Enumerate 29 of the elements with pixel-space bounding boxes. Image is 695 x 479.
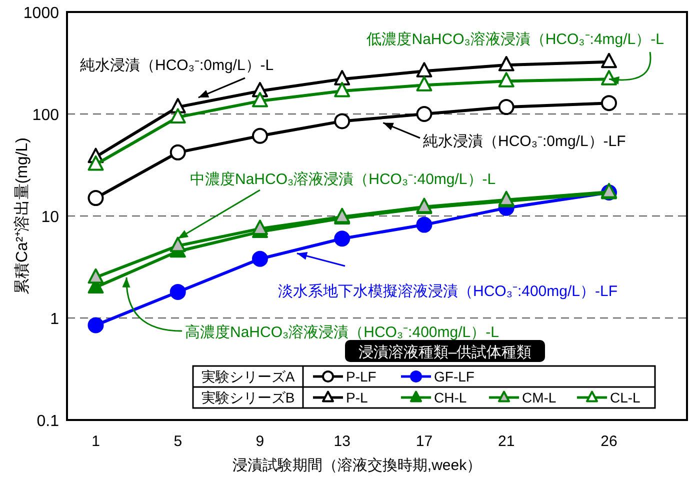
y-tick-label: 1000: [23, 5, 60, 22]
y-tick-label: 100: [32, 107, 60, 124]
x-tick-label: 21: [498, 433, 515, 450]
annotation: 純水浸漬（HCO₃⁻:0mg/L）-L: [80, 57, 274, 74]
legend-label: CH-L: [434, 390, 467, 406]
y-tick-label: 1: [50, 311, 60, 328]
x-tick-label: 9: [256, 433, 264, 450]
annotation: 中濃度NaHCO₃溶液浸漬（HCO₃⁻:40mg/L）-L: [190, 171, 496, 188]
legend-label: P-L: [346, 390, 368, 406]
legend-title: 浸漬溶液種類–供試体種類: [358, 344, 532, 361]
x-axis-title: 浸漬試験期間（溶液交換時期,week）: [232, 457, 482, 474]
x-tick-label: 13: [334, 433, 350, 450]
x-tick-label: 17: [416, 433, 433, 450]
annotation: 純水浸漬（HCO₃⁻:0mg/L）-LF: [423, 133, 626, 150]
annotation: 淡水系地下水模擬溶液浸漬（HCO₃⁻:400mg/L）-LF: [278, 283, 618, 300]
y-axis-title: 累積Ca²⁺溶出量(mg/L): [13, 137, 31, 295]
x-tick-label: 26: [600, 433, 618, 450]
y-tick-label: 0.1: [36, 413, 60, 430]
legend-label: CL-L: [610, 390, 641, 406]
x-tick-label: 1: [92, 433, 100, 450]
legend-label: P-LF: [346, 368, 376, 384]
annotation: 実験シリーズA: [201, 368, 296, 384]
annotation: 低濃度NaHCO₃溶液浸漬（HCO₃⁻:4mg/L）-L: [366, 31, 664, 48]
legend-label: GF-LF: [434, 368, 474, 384]
annotation: 実験シリーズB: [201, 390, 295, 406]
legend-label: CM-L: [522, 390, 556, 406]
x-tick-label: 5: [174, 433, 182, 450]
y-tick-label: 10: [41, 209, 60, 226]
annotation: 高濃度NaHCO₃溶液浸漬（HCO₃⁻:400mg/L）-L: [185, 324, 499, 341]
